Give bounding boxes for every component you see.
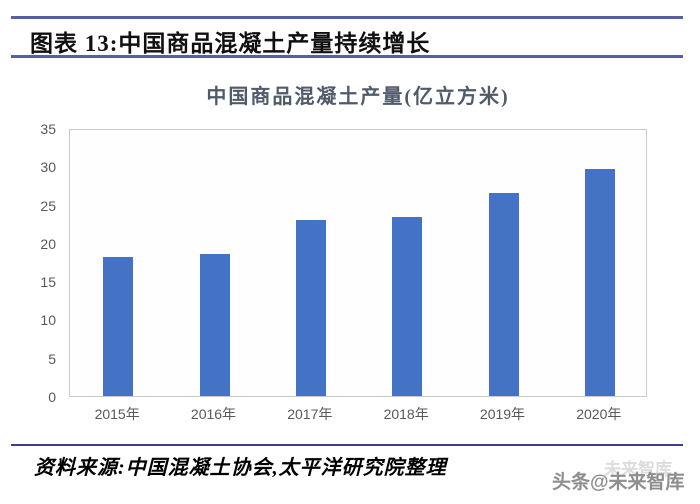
source-note: 资料来源:中国混凝土协会,太平洋研究院整理 xyxy=(34,457,447,479)
footer-rule xyxy=(11,444,683,446)
y-tick-label: 0 xyxy=(48,389,56,405)
x-tick-label: 2016年 xyxy=(190,406,237,422)
x-tick-label: 2018年 xyxy=(383,406,429,422)
x-tick-label: 2015年 xyxy=(94,406,140,422)
y-tick-label: 30 xyxy=(40,159,56,176)
x-tick-label: 2020年 xyxy=(576,406,622,422)
y-tick-label: 15 xyxy=(40,274,56,291)
y-tick-label: 20 xyxy=(40,235,56,252)
bar-2018年 xyxy=(392,216,423,396)
bar-2017年 xyxy=(295,219,326,396)
bar-2015年 xyxy=(103,256,134,396)
bar-2020年 xyxy=(584,169,615,396)
chart-title: 中国商品混凝土产量(亿立方米) xyxy=(206,86,510,108)
figure-caption: 图表 13:中国商品混凝土产量持续增长 xyxy=(30,31,431,56)
y-tick-label: 25 xyxy=(40,197,56,214)
x-tick-label: 2019年 xyxy=(479,406,526,422)
y-tick-label: 5 xyxy=(48,350,56,367)
header-bottom-rule xyxy=(11,55,683,58)
y-tick-label: 35 xyxy=(40,121,56,137)
bar-2016年 xyxy=(199,254,230,396)
plot-area xyxy=(69,129,647,397)
x-tick-label: 2017年 xyxy=(287,406,333,422)
bar-2019年 xyxy=(488,193,519,396)
watermark-ghost-text: 未来智库 xyxy=(604,460,672,479)
y-tick-label: 10 xyxy=(40,312,56,329)
watermark-text: 头条@未来智库 xyxy=(552,472,685,493)
header-top-rule xyxy=(11,16,683,19)
